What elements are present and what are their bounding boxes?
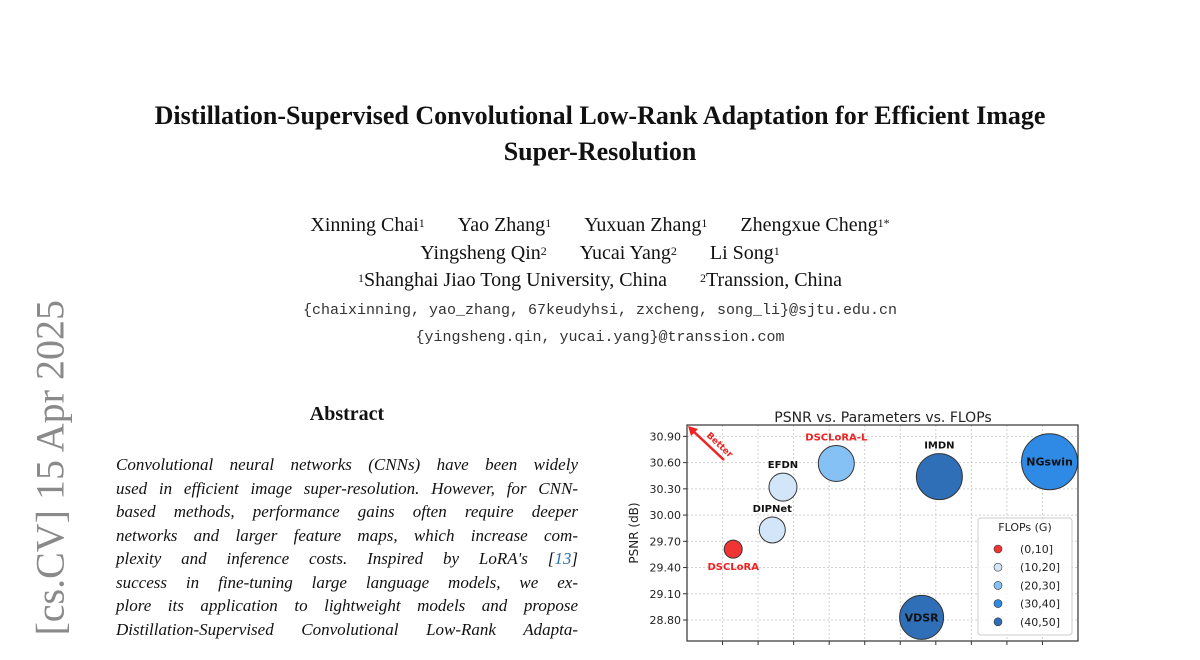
affiliation-mark: 1 xyxy=(701,216,708,230)
author-name: Li Song xyxy=(709,242,774,264)
author: Yingsheng Qin2 xyxy=(420,242,547,264)
affiliation: 1Shanghai Jiao Tong University, China xyxy=(358,269,667,291)
affiliation-mark: 2 xyxy=(700,271,707,285)
y-axis-label: PSNR (dB) xyxy=(627,502,641,563)
psnr-bubble-chart: PSNR vs. Parameters vs. FLOPs PSNR (dB) … xyxy=(627,410,1079,645)
affiliation-name: Shanghai Jiao Tong University, China xyxy=(364,269,668,291)
abstract-text: plexity and inference costs. Inspired by… xyxy=(116,549,555,568)
affiliations: 1Shanghai Jiao Tong University, China 2T… xyxy=(0,267,1200,294)
legend-marker-icon xyxy=(993,581,1003,590)
point-label: DIPNet xyxy=(753,504,793,515)
x-ticks xyxy=(722,641,1043,645)
y-tick-label: 30.60 xyxy=(650,457,682,470)
abstract-line: based methods, performance gains often r… xyxy=(116,502,578,521)
y-ticks: 30.90 30.60 30.30 30.00 29.70 29.40 29.10 28.80 xyxy=(650,430,687,627)
legend-marker-icon xyxy=(993,617,1003,627)
author-name: Yuxuan Zhang xyxy=(584,214,702,236)
point-label: EFDN xyxy=(768,460,798,471)
author: Yucai Yang2 xyxy=(580,242,677,264)
point-label: DSCLoRA xyxy=(707,562,759,573)
author-name: Zhengxue Cheng xyxy=(740,214,878,236)
better-arrow-icon xyxy=(691,429,725,461)
email-line-2: {yingsheng.qin, yucai.yang}@transsion.co… xyxy=(415,329,785,346)
affiliation-mark: 1 xyxy=(773,244,780,258)
author: Zhengxue Cheng1* xyxy=(740,214,889,236)
author-row-1: Xinning Chai1 Yao Zhang1 Yuxuan Zhang1 Z… xyxy=(0,212,1200,239)
affiliation: 2Transsion, China xyxy=(700,269,842,291)
point-label: DSCLoRA-L xyxy=(805,432,868,443)
paper-title: Distillation-Supervised Convolutional Lo… xyxy=(0,98,1200,170)
arxiv-stamp: [cs.CV] 15 Apr 2025 xyxy=(27,300,73,636)
legend-entry-label: (10,20] xyxy=(1020,561,1060,574)
citation-link[interactable]: 13 xyxy=(554,549,572,568)
author-name: Yucai Yang xyxy=(579,242,671,264)
affiliation-mark: 2 xyxy=(540,244,547,258)
y-tick-label: 29.70 xyxy=(650,535,682,548)
plot-frame xyxy=(686,424,1079,642)
bubble-vdsr xyxy=(899,594,945,640)
title-line-1: Distillation-Supervised Convolutional Lo… xyxy=(154,101,1046,130)
email-line-1: {chaixinning, yao_zhang, 67keudyhsi, zxc… xyxy=(302,302,898,319)
author: Li Song1 xyxy=(710,242,780,264)
abstract-line: plexity and inference costs. Inspired by… xyxy=(116,547,578,571)
arrow-head-icon xyxy=(688,426,698,436)
bubble-imdn xyxy=(915,453,963,501)
abstract-line: plore its application to lightweight mod… xyxy=(116,596,578,615)
y-tick-label: 30.30 xyxy=(650,483,682,496)
abstract-heading: Abstract xyxy=(309,403,385,425)
author-name: Yingsheng Qin xyxy=(420,242,541,264)
affiliation-mark: 1 xyxy=(418,216,425,230)
affiliation-mark: 1 xyxy=(358,271,364,285)
point-label: VDSR xyxy=(905,611,940,624)
bubble-dsclora xyxy=(723,539,743,559)
abstract-line: Distillation-Supervised Convolutional Lo… xyxy=(116,619,578,639)
author-name: Yao Zhang xyxy=(457,214,546,236)
point-label: NGswin xyxy=(1026,456,1073,469)
y-tick-label: 28.80 xyxy=(650,614,682,627)
author-name: Xinning Chai xyxy=(310,214,419,236)
chart-title: PSNR vs. Parameters vs. FLOPs xyxy=(774,410,991,426)
title-line-2: Super-Resolution xyxy=(503,137,697,166)
affiliation-mark: 1* xyxy=(877,216,890,230)
legend-marker-icon xyxy=(993,544,1003,554)
legend-marker-icon xyxy=(993,599,1003,608)
legend-entry-label: (0,10] xyxy=(1020,543,1053,556)
author-row-2: Yingsheng Qin2 Yucai Yang2 Li Song1 xyxy=(0,240,1200,267)
abstract-text: ] xyxy=(571,549,578,568)
abstract-line: used in efficient image super-resolution… xyxy=(116,478,578,498)
point-label: IMDN xyxy=(924,441,954,452)
y-tick-label: 30.00 xyxy=(650,509,682,522)
abstract-line: success in fine-tuning large language mo… xyxy=(116,572,578,592)
author: Yao Zhang1 xyxy=(458,214,551,236)
legend-entry-label: (40,50] xyxy=(1020,616,1060,629)
bubble-efdn xyxy=(768,472,798,502)
author: Xinning Chai1 xyxy=(310,214,424,236)
better-annotation: Better xyxy=(688,426,735,461)
data-points: DSCLoRA DIPNet EFDN DSCLoRA-L IMDN NGswin VDSR xyxy=(707,432,1079,640)
abstract-line: Convolutional neural networks (CNNs) hav… xyxy=(116,455,578,474)
y-tick-label: 29.10 xyxy=(650,588,682,601)
abstract-line: networks and larger feature maps, which … xyxy=(116,525,578,545)
legend-entry-label: (20,30] xyxy=(1020,579,1060,592)
bubble-dsclora-l xyxy=(817,444,855,482)
y-tick-label: 30.90 xyxy=(650,430,682,443)
affiliation-mark: 1 xyxy=(545,216,552,230)
y-tick-label: 29.40 xyxy=(650,562,682,575)
affiliation-mark: 2 xyxy=(670,244,677,258)
affiliation-name: Transsion, China xyxy=(706,269,842,291)
bubble-dipnet xyxy=(758,516,786,544)
author: Yuxuan Zhang1 xyxy=(584,214,707,236)
legend: FLOPs (G) (0,10] (10,20] (20,30] (30,40] (40… xyxy=(977,517,1073,636)
legend-entry-label: (30,40] xyxy=(1020,598,1060,611)
legend-marker-icon xyxy=(993,562,1003,572)
abstract-body: Convolutional neural networks (CNNs) hav… xyxy=(116,453,578,641)
legend-title: FLOPs (G) xyxy=(998,521,1052,534)
